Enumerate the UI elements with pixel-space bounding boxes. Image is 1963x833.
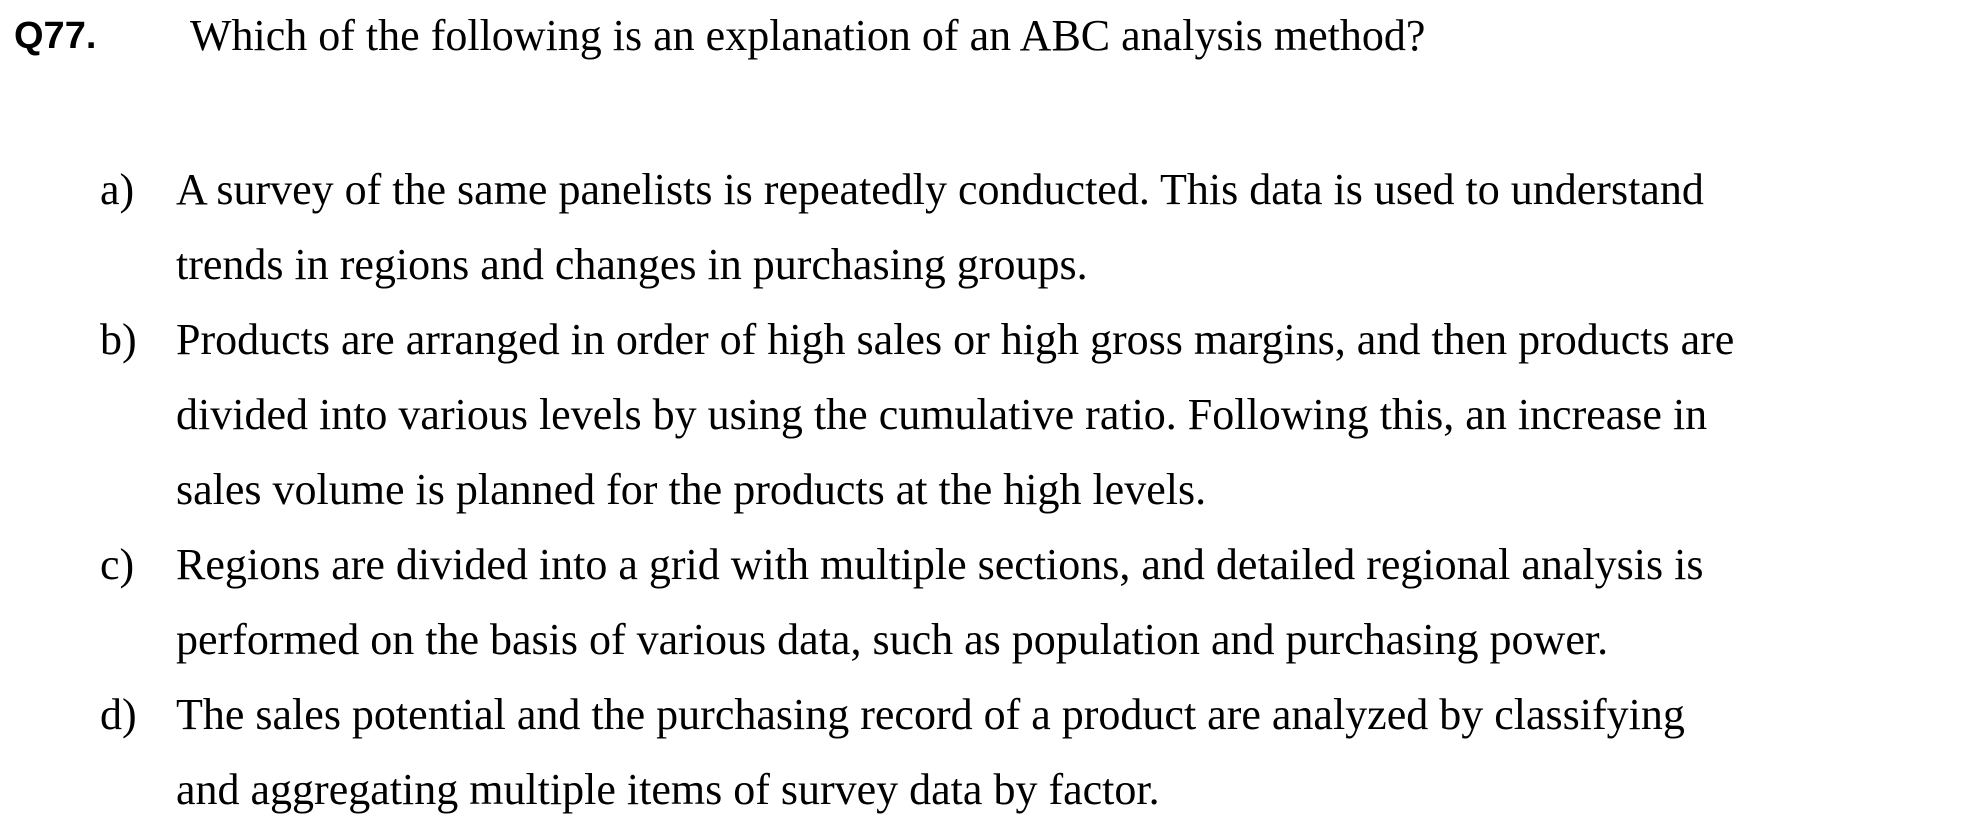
option-text-line: sales volume is planned for the products… — [176, 465, 1207, 514]
question-number: Q77. — [14, 15, 97, 57]
option-label: a) — [100, 165, 135, 214]
option-d[interactable]: d) The sales potential and the purchasin… — [100, 677, 1960, 827]
question-text: Which of the following is an explanation… — [190, 11, 1426, 60]
option-text-line: Regions are divided into a grid with mul… — [176, 540, 1704, 589]
option-text-line: Products are arranged in order of high s… — [176, 315, 1735, 364]
option-text-line: divided into various levels by using the… — [176, 390, 1708, 439]
option-label: d) — [100, 690, 137, 739]
option-label: c) — [100, 540, 135, 589]
option-text-line: performed on the basis of various data, … — [176, 615, 1609, 664]
option-b[interactable]: b) Products are arranged in order of hig… — [100, 302, 1960, 527]
option-text-line: A survey of the same panelists is repeat… — [176, 165, 1704, 214]
option-text-line: trends in regions and changes in purchas… — [176, 240, 1088, 289]
option-text-line: The sales potential and the purchasing r… — [176, 690, 1685, 739]
option-label: b) — [100, 315, 137, 364]
option-c[interactable]: c) Regions are divided into a grid with … — [100, 527, 1960, 677]
answer-options: a) A survey of the same panelists is rep… — [100, 152, 1960, 827]
question-header: Q77. Which of the following is an explan… — [14, 6, 1954, 66]
option-text-line: and aggregating multiple items of survey… — [176, 765, 1160, 814]
option-a[interactable]: a) A survey of the same panelists is rep… — [100, 152, 1960, 302]
